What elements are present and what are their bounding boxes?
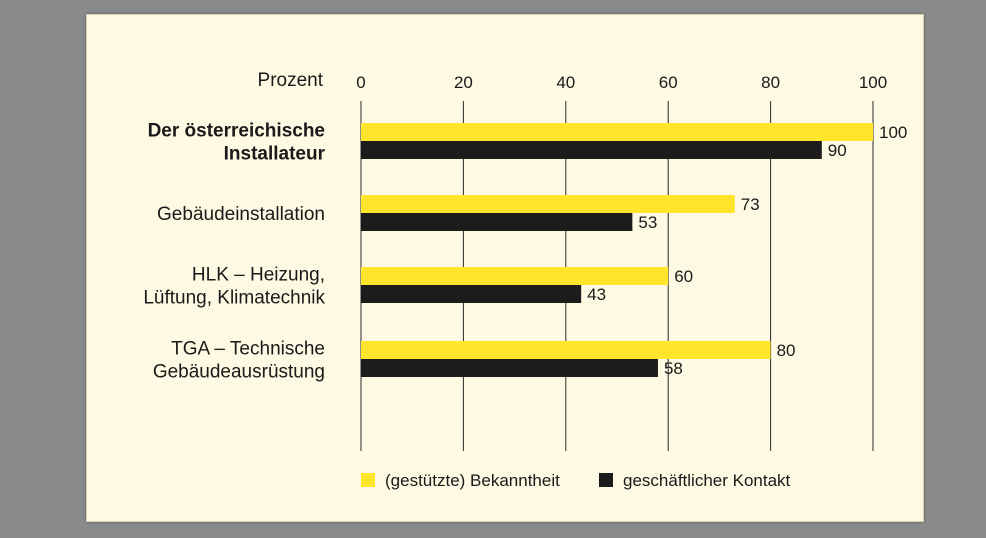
data-label: 100	[879, 123, 907, 142]
data-label: 90	[828, 141, 847, 160]
category-label: Gebäudeausrüstung	[153, 362, 325, 383]
category-label: HLK – Heizung,	[192, 265, 325, 286]
bar-kontakt	[361, 141, 822, 159]
unit-label: Prozent	[258, 70, 324, 91]
x-tick-label: 0	[356, 73, 365, 92]
chart-panel: Prozent 0 20 40 60 80 100 100 90 Der österreichis…	[86, 14, 924, 522]
legend-swatch	[361, 473, 375, 487]
legend-swatch	[599, 473, 613, 487]
x-tick-label: 40	[556, 73, 575, 92]
category-label: Der österreichische	[148, 121, 325, 142]
category-label: Lüftung, Klimatechnik	[143, 288, 325, 309]
data-label: 53	[638, 213, 657, 232]
legend-label: geschäftlicher Kontakt	[623, 471, 791, 490]
x-tick-label: 60	[659, 73, 678, 92]
legend-label: (gestützte) Bekanntheit	[385, 471, 560, 490]
bar-bekanntheit	[361, 195, 735, 213]
bar-kontakt	[361, 285, 582, 303]
bar-bekanntheit	[361, 267, 669, 285]
bar-kontakt	[361, 359, 658, 377]
category-label: Gebäudeinstallation	[157, 204, 325, 225]
category-label: TGA – Technische	[171, 339, 325, 360]
bar-chart: Prozent 0 20 40 60 80 100 100 90 Der österreichis…	[143, 70, 907, 490]
data-label: 73	[741, 195, 760, 214]
bar-kontakt	[361, 213, 633, 231]
data-label: 80	[777, 341, 796, 360]
data-label: 43	[587, 285, 606, 304]
data-label: 60	[674, 267, 693, 286]
x-tick-label: 80	[761, 73, 780, 92]
x-tick-label: 20	[454, 73, 473, 92]
data-label: 58	[664, 359, 683, 378]
bar-bekanntheit	[361, 341, 771, 359]
category-label: Installateur	[224, 144, 326, 165]
x-tick-label: 100	[859, 73, 887, 92]
bar-bekanntheit	[361, 123, 873, 141]
